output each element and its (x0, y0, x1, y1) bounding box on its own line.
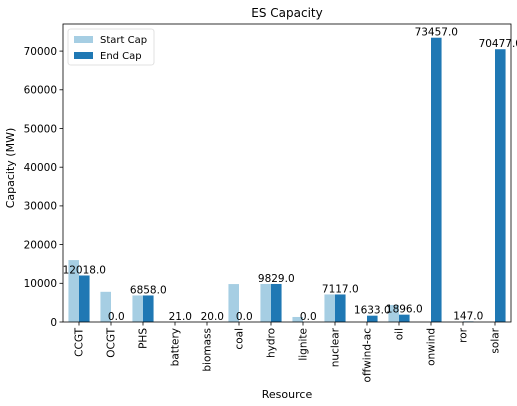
bar-start-cap-coal (228, 284, 239, 322)
legend-label-end-cap: End Cap (100, 51, 142, 62)
x-tick-label-biomass: biomass (202, 328, 214, 372)
bar-end-cap-onwind (431, 37, 442, 323)
bar-start-cap-PHS (132, 295, 143, 322)
y-tick-label-40000: 40000 (24, 162, 57, 174)
y-axis: 0 10000 20000 30000 40000 50000 60000 70000 (24, 46, 63, 329)
y-tick-label-60000: 60000 (24, 85, 57, 97)
y-tick-label-10000: 10000 (24, 278, 57, 290)
bar-end-cap-hydro (271, 283, 282, 322)
data-label-nuclear: 7117.0 (322, 283, 359, 295)
bar-start-cap-nuclear (324, 294, 335, 322)
x-tick-label-offwind-ac: offwind-ac (362, 328, 374, 383)
y-tick-label-50000: 50000 (24, 123, 57, 135)
bar-end-cap-CCGT (79, 275, 90, 322)
data-label-offwind-ac: 1633.0 (354, 305, 391, 317)
data-label-OCGT: 0.0 (108, 311, 125, 323)
data-label-PHS: 6858.0 (130, 284, 167, 296)
x-axis: CCGT OCGT PHS battery biomass coal hydro lignit… (74, 322, 502, 382)
plot-frame (62, 23, 512, 323)
data-label-coal: 0.0 (236, 311, 253, 323)
x-tick-label-CCGT: CCGT (74, 327, 86, 356)
legend-swatch-end-cap (74, 52, 93, 59)
x-tick-label-nuclear: nuclear (330, 327, 342, 367)
x-tick-label-onwind: onwind (426, 328, 438, 366)
data-label-solar: 70477.0 (479, 38, 517, 50)
bar-start-cap-lignite (292, 316, 303, 322)
x-tick-label-oil: oil (394, 328, 406, 340)
data-label-biomass: 20.0 (201, 311, 224, 323)
data-label-CCGT: 12018.0 (63, 264, 106, 276)
legend-swatch-start-cap (74, 36, 93, 43)
data-label-oil: 1896.0 (386, 304, 423, 316)
x-tick-label-lignite: lignite (298, 328, 310, 361)
y-tick-label-0: 0 (50, 317, 57, 329)
data-label-battery: 21.0 (169, 311, 192, 323)
bar-start-cap-oil (388, 304, 399, 322)
x-tick-label-battery: battery (170, 328, 182, 366)
bar-end-cap-PHS (143, 295, 154, 322)
data-label-ror: 147.0 (453, 310, 483, 322)
chart-title: ES Capacity (251, 6, 322, 20)
data-label-lignite: 0.0 (300, 311, 317, 323)
bar-start-cap-CCGT (68, 260, 79, 322)
bar-end-cap-nuclear (335, 294, 346, 322)
bars-group (68, 37, 506, 323)
bar-end-cap-oil (399, 314, 410, 322)
legend-label-start-cap: Start Cap (100, 35, 147, 46)
bar-end-cap-solar (495, 49, 506, 323)
data-label-onwind: 73457.0 (415, 27, 458, 39)
y-axis-label: Capacity (MW) (4, 128, 17, 209)
x-tick-label-OCGT: OCGT (106, 327, 118, 357)
x-tick-label-PHS: PHS (138, 328, 150, 349)
legend: Start Cap End Cap (67, 28, 155, 66)
data-labels-group: 12018.0 0.0 6858.0 21.0 20.0 0.0 9829.0 0.0 7117… (63, 27, 517, 323)
y-tick-label-70000: 70000 (24, 46, 57, 58)
x-tick-label-ror: ror (458, 327, 470, 343)
bar-start-cap-OCGT (100, 291, 111, 322)
x-tick-label-coal: coal (234, 328, 246, 350)
x-tick-label-solar: solar (490, 327, 502, 353)
y-tick-label-30000: 30000 (24, 201, 57, 213)
x-tick-label-hydro: hydro (266, 328, 278, 358)
bar-start-cap-hydro (260, 283, 271, 322)
x-axis-label: Resource (262, 388, 313, 401)
bar-end-cap-offwind-ac (367, 315, 378, 322)
data-label-hydro: 9829.0 (258, 273, 295, 285)
y-tick-label-20000: 20000 (24, 239, 57, 251)
